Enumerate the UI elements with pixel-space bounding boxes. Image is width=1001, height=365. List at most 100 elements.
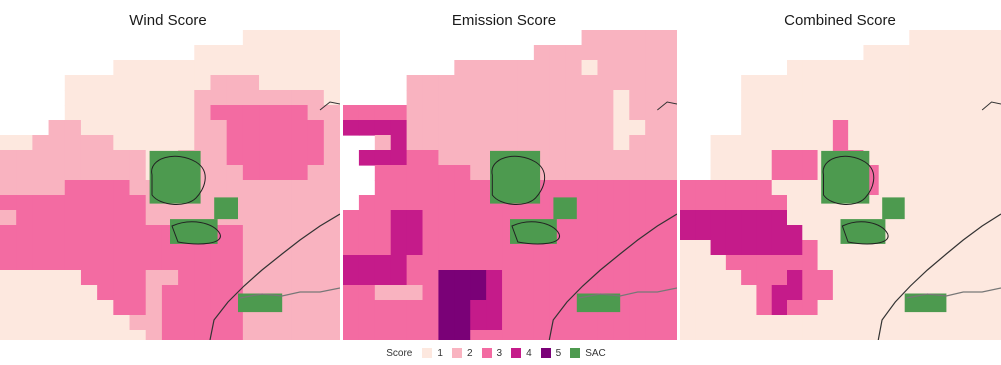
score-cell [848,120,865,136]
score-cell [161,270,179,286]
score-cell [955,210,972,226]
score-cell [406,135,424,151]
score-cell [486,210,503,226]
score-cell [242,150,260,166]
score-cell [955,300,972,316]
score-cell [629,315,646,331]
score-cell [113,210,131,226]
score-cell [275,330,293,340]
score-cell [517,60,535,76]
score-cell [613,150,630,166]
score-cell [741,165,758,181]
score-cell [242,75,260,91]
score-cell [97,315,114,331]
score-cell [629,135,646,151]
score-cell [390,330,408,340]
score-cell [390,105,408,121]
score-cell [48,135,66,151]
score-cell [741,270,758,286]
score-cell [939,315,956,331]
score-cell [194,285,212,301]
score-cell [422,285,440,301]
score-cell [549,60,567,76]
score-cell [307,285,325,301]
score-cell [756,270,773,286]
score-cell [0,165,17,181]
score-cell [323,180,340,196]
score-cell [894,60,910,76]
score-cell [454,135,471,151]
score-cell [178,120,195,136]
score-cell [323,270,340,286]
score-cell [817,330,834,340]
score-cell [597,255,614,271]
score-cell [374,120,392,136]
score-cell [358,120,376,136]
score-cell [194,90,212,106]
catchment-outline [491,155,546,205]
score-cell [894,135,910,151]
score-cell [863,105,880,121]
score-cell [0,300,17,316]
score-cell [787,105,803,121]
score-cell [970,135,987,151]
score-cell [242,180,260,196]
score-cell [64,210,82,226]
score-cell [470,330,487,340]
score-cell [955,30,972,46]
score-cell [848,270,865,286]
score-cell [454,150,471,166]
score-cell [178,330,195,340]
score-cell [985,105,1001,121]
score-cell [613,90,630,106]
score-cell [486,270,503,286]
score-cell [502,75,519,91]
score-cell [613,165,630,181]
score-cell [97,240,114,256]
score-cell [680,315,696,331]
score-cell [629,300,646,316]
score-cell [894,180,910,196]
score-cell [502,90,519,106]
score-cell [145,300,163,316]
score-cell [939,195,956,211]
score-cell [80,315,98,331]
score-cell [695,330,712,340]
score-cell [787,330,803,340]
score-cell [985,225,1001,241]
score-cell [390,120,408,136]
score-cell [645,270,662,286]
score-cell [307,105,325,121]
score-cell [741,240,758,256]
score-cell [695,240,712,256]
score-cell [894,45,910,61]
score-cell [939,150,956,166]
legend-label-sac: SAC [585,347,606,359]
score-cell [924,90,941,106]
score-cell [985,255,1001,271]
score-cell [194,75,212,91]
catchment-outline [822,155,875,205]
score-cell [970,150,987,166]
score-cell [645,135,662,151]
score-cell [645,105,662,121]
score-cell [695,210,712,226]
score-cell [307,90,325,106]
score-cell [32,240,50,256]
score-cell [909,45,926,61]
score-cell [909,75,926,91]
score-cell [817,300,834,316]
score-cell [470,315,487,331]
score-cell [710,300,727,316]
score-cell [597,150,614,166]
score-cell [422,105,440,121]
score-cell [16,315,33,331]
score-cell [161,255,179,271]
score-cell [358,150,376,166]
score-cell [48,240,66,256]
score-cell [226,90,244,106]
score-cell [486,255,503,271]
score-cell [454,180,471,196]
score-cell [565,180,583,196]
score-cell [97,300,114,316]
